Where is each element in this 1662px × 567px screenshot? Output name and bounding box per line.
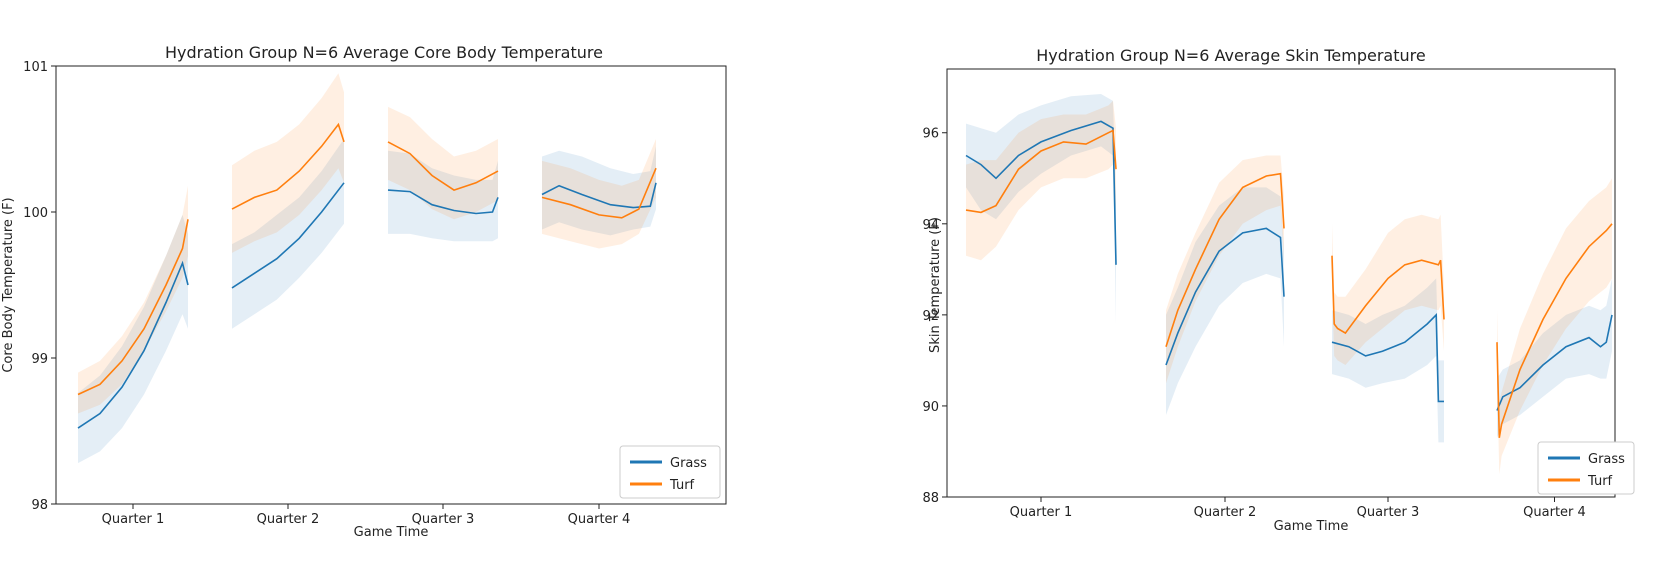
chart1-xtick-label: Quarter 2: [257, 512, 320, 527]
chart2-ytick-label: 92: [922, 309, 939, 324]
chart1-x-label: Game Time: [354, 525, 429, 540]
chart1-ytick-label: 100: [23, 206, 48, 221]
chart2-x-label: Game Time: [1274, 519, 1349, 534]
chart1-turf-band-q1: [78, 185, 188, 414]
chart1-turf-line-q1: [77, 219, 189, 396]
chart1-grass-line-q3: [387, 189, 499, 215]
chart2-grass-band-q4: [1497, 278, 1612, 438]
chart1-turf-band-q4: [542, 139, 656, 249]
chart2-x-ticks: Quarter 1 Quarter 2 Quarter 3 Quarter 4: [1010, 497, 1586, 520]
chart2-legend-box: [1537, 441, 1635, 495]
chart1-y-ticks: 98 99 100 101: [23, 60, 56, 513]
chart2-grass-band-q1: [966, 94, 1116, 324]
chart2-grass-band-q3: [1332, 278, 1444, 443]
chart1-title: Hydration Group N=6 Average Core Body Te…: [165, 43, 603, 62]
chart1-grass-band-q2: [232, 139, 344, 329]
chart2-xtick-label: Quarter 2: [1194, 505, 1257, 520]
core-temp-chart: Hydration Group N=6 Average Core Body Te…: [1, 43, 727, 540]
chart1-plot-area: [77, 73, 657, 464]
chart1-xtick-label: Quarter 3: [412, 512, 475, 527]
chart2-turf-line-q1: [965, 129, 1117, 214]
chart1-ytick-label: 101: [23, 60, 48, 75]
chart1-grass-line-q2: [231, 182, 345, 289]
chart2-xtick-label: Quarter 4: [1523, 505, 1586, 520]
chart1-turf-band-q2: [232, 73, 344, 253]
chart1-xtick-label: Quarter 4: [568, 512, 631, 527]
chart2-plot-area: [965, 94, 1613, 475]
chart2-turf-line-q2: [1165, 172, 1285, 347]
chart2-title: Hydration Group N=6 Average Skin Tempera…: [1036, 46, 1425, 65]
chart1-grass-band-q3: [388, 150, 498, 242]
chart2-ytick-label: 88: [922, 491, 939, 506]
chart2-ytick-label: 96: [922, 127, 939, 142]
chart1-turf-line-q2: [231, 122, 345, 210]
chart1-turf-line-q4: [541, 167, 657, 219]
chart1-y-label: Core Body Temperature (F): [1, 197, 16, 372]
chart1-grass-band-q1: [78, 214, 188, 464]
chart2-grass-line-q1: [965, 120, 1117, 265]
chart2-grass-line-q2: [1165, 227, 1285, 366]
chart1-x-ticks: Quarter 1 Quarter 2 Quarter 3 Quarter 4: [102, 504, 631, 527]
skin-temp-chart: Hydration Group N=6 Average Skin Tempera…: [922, 46, 1635, 534]
chart2-legend: Grass Turf: [1537, 441, 1635, 495]
chart2-y-ticks: 88 90 92 94 96: [922, 127, 947, 506]
chart2-y-label: Skin Temperature (F): [928, 217, 943, 353]
chart1-grass-line-q1: [77, 260, 189, 429]
chart2-grass-band-q2: [1166, 187, 1284, 415]
chart1-ytick-label: 99: [31, 352, 48, 367]
chart2-turf-band-q1: [966, 100, 1116, 261]
chart2-xtick-label: Quarter 1: [1010, 505, 1073, 520]
chart1-ytick-label: 98: [31, 498, 48, 513]
chart1-turf-band-q3: [388, 106, 498, 220]
chart1-xtick-label: Quarter 1: [102, 512, 165, 527]
chart2-turf-line-q4: [1496, 223, 1613, 438]
chart2-axes-frame: [946, 68, 1616, 498]
chart2-turf-band-q2: [1166, 155, 1284, 384]
chart1-legend: Grass Turf: [619, 445, 721, 499]
chart1-axes-frame: [55, 65, 727, 505]
chart1-grass-band-q4: [542, 146, 656, 236]
chart1-grass-line-q4: [541, 182, 657, 209]
chart1-legend-turf-label: Turf: [669, 478, 695, 493]
chart2-turf-band-q3: [1332, 214, 1444, 365]
chart2-ytick-label: 94: [922, 218, 939, 233]
chart2-turf-line-q3: [1331, 255, 1445, 335]
chart1-legend-grass-label: Grass: [670, 456, 707, 471]
chart2-xtick-label: Quarter 3: [1357, 505, 1420, 520]
chart1-turf-line-q3: [387, 141, 499, 191]
chart2-legend-turf-label: Turf: [1587, 474, 1613, 489]
chart2-ytick-label: 90: [922, 400, 939, 415]
chart2-grass-line-q3: [1331, 313, 1444, 403]
chart2-turf-band-q4: [1497, 178, 1612, 475]
chart2-grass-line-q4: [1496, 314, 1613, 411]
chart2-legend-grass-label: Grass: [1588, 452, 1625, 467]
